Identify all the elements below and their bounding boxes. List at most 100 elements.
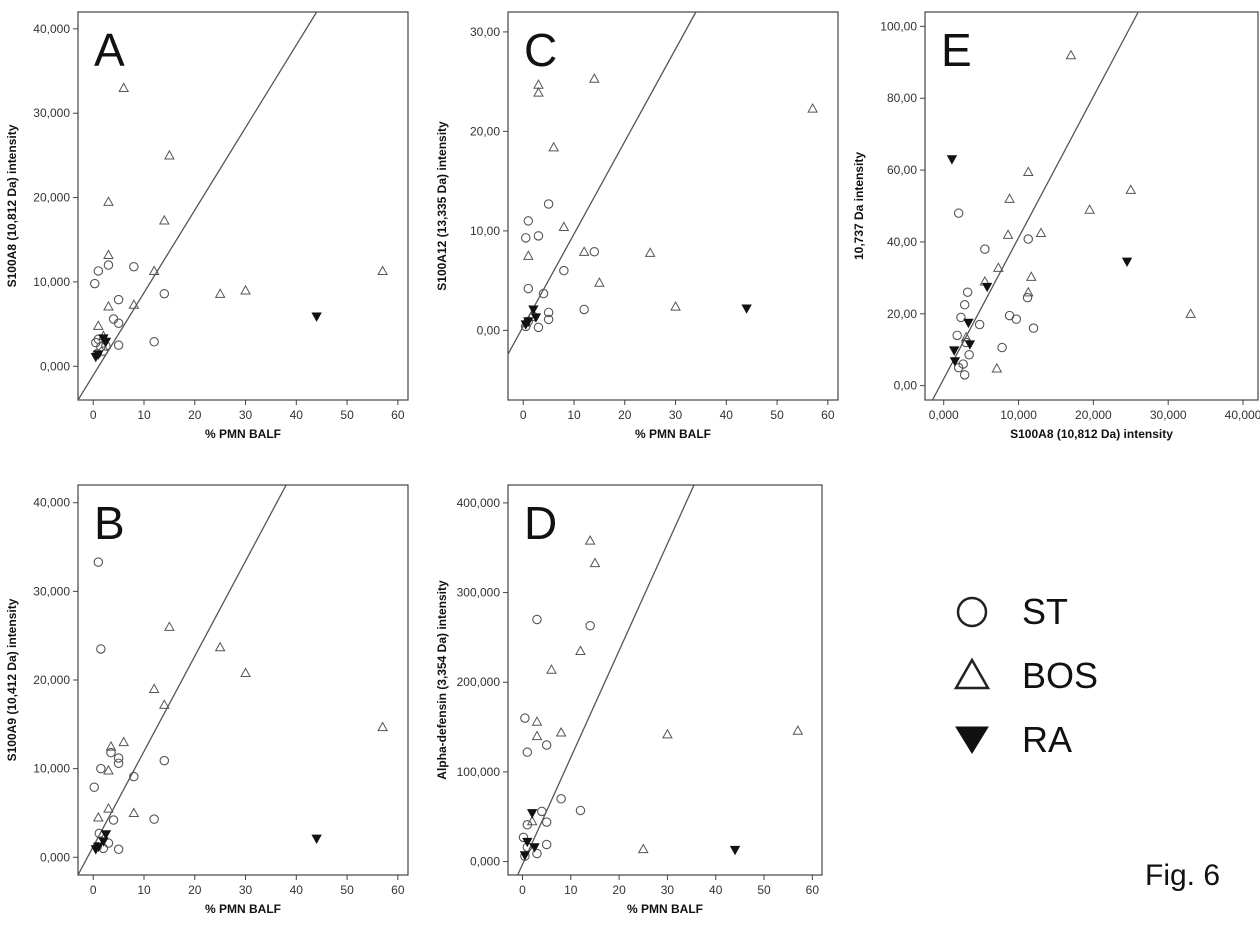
panel-d-y-axis-label: Alpha-defensin (3,354 Da) intensity (435, 580, 449, 780)
panel-e-st-point (953, 362, 964, 373)
panel-a-st-point (159, 288, 170, 299)
panel-b-x-tick-label: 50 (340, 883, 354, 897)
panel-c-x-tick-label: 0 (520, 408, 527, 422)
panel-c-bos-point (578, 246, 590, 256)
legend-label-ra: RA (1022, 719, 1072, 760)
panel-e-bos-point (1025, 271, 1037, 281)
panel-d-ra-point (519, 851, 531, 861)
legend: ST BOS RA (953, 591, 1098, 760)
panel-a-x-tick-label: 40 (290, 408, 304, 422)
panel-d-bos-point (637, 843, 649, 854)
panel-c-bos-point (558, 221, 570, 231)
panel-d-st-point (537, 806, 547, 817)
panel-c-bos-point (533, 79, 544, 89)
panel-e-fit-line (931, 12, 1139, 400)
panel-c-y-tick-label: 30,00 (470, 25, 500, 39)
panel-a-ra-point (90, 352, 101, 363)
panel-b-frame (77, 484, 409, 876)
panel-b-x-tick-label: 30 (239, 883, 253, 897)
panel-a-x-tick-label: 50 (340, 408, 354, 422)
panel-e-y-axis-label: 10,737 Da intensity (852, 152, 866, 260)
panel-e-bos-point (1004, 193, 1015, 203)
panel-b-st-point (149, 814, 159, 824)
panel-e-bos-point (1022, 166, 1034, 176)
panel-c-y-tick-label: 10,00 (470, 224, 500, 238)
panel-e-ra-point (963, 318, 974, 329)
panel-e-ra-point (981, 282, 993, 293)
panel-d-bos-point (584, 535, 596, 545)
panel-c-st-point (521, 233, 531, 243)
panel-b-y-tick-label: 30,000 (33, 584, 70, 598)
panel-a-x-tick-label: 0 (90, 408, 97, 422)
panel-b-plot: 0 10 20 30 40 50 60 0,000 10,000 20,000 30,000 40,0… (5, 484, 409, 916)
panel-e-ra-point (946, 155, 958, 165)
panel-d-ra-point (529, 843, 540, 853)
panel-d: 0 10 20 30 40 50 60 0,000 100,000 200,000 300,000 4… (435, 484, 823, 916)
panel-b-bos-point (158, 699, 170, 709)
panel-e-letter: E (941, 24, 972, 76)
panel-d-st-point (541, 817, 552, 827)
panel-e-st-point (1023, 234, 1034, 244)
panel-b-st-point (96, 644, 106, 654)
panel-a-ra-point (100, 337, 112, 348)
panel-d-bos-point (792, 725, 804, 735)
panel-e-x-tick-label: 10,000 (1000, 408, 1037, 422)
panel-b-bos-point (240, 667, 251, 678)
panel-e-st-point (953, 208, 964, 218)
panel-a-bos-point (103, 196, 114, 206)
panel-b-x-tick-label: 40 (290, 883, 304, 897)
panel-a-st-point (149, 337, 159, 347)
panel-b-ra-point (311, 834, 322, 844)
panel-d-x-axis-label: % PMN BALF (627, 902, 703, 916)
panel-e-y-tick-label: 100,00 (880, 19, 917, 33)
panel-c-x-tick-label: 10 (567, 408, 581, 422)
panel-b-st-point (108, 815, 119, 825)
panel-d-st-point (575, 805, 586, 816)
panel-a-y-tick-label: 40,000 (33, 22, 70, 36)
panel-b-letter: B (94, 497, 125, 549)
panel-e-bos-point (991, 362, 1003, 373)
panel-e-ra-point (964, 340, 976, 350)
panel-c-st-point (589, 247, 600, 257)
panel-b-y-tick-label: 0,000 (40, 850, 70, 864)
panel-c-st-point (533, 322, 544, 333)
panel-b-ra-point (100, 830, 112, 840)
panel-a-bos-point (377, 265, 388, 276)
panel-e: 0,000 10,000 20,000 30,000 40,000 0,00 20,00 40… (852, 11, 1260, 441)
panel-d-bos-point (526, 815, 538, 826)
panel-d-st-point (585, 621, 595, 631)
panel-a-st-point (90, 278, 100, 289)
panel-b-y-tick-label: 40,000 (33, 496, 70, 510)
panel-c-x-tick-label: 50 (770, 408, 784, 422)
panel-e-y-tick-label: 40,00 (887, 235, 917, 249)
panel-b-st-point (113, 753, 124, 763)
panel-c-letter: C (524, 24, 557, 76)
panel-e-st-point (997, 342, 1007, 353)
panel-a-bos-point (158, 214, 170, 225)
panel-b-y-tick-label: 10,000 (33, 762, 70, 776)
panel-c-st-point (533, 231, 544, 241)
panel-a-plot: 0 10 20 30 40 50 60 0,000 10,000 20,000 30,000 40,0… (5, 11, 409, 441)
panel-b-ra-point (90, 845, 101, 855)
panel-c-x-axis-label: % PMN BALF (635, 427, 711, 441)
panel-a-st-point (113, 318, 124, 328)
panel-b-st-point (113, 844, 124, 855)
panel-e-ra-point (949, 357, 961, 367)
panel-c-bos-point (644, 247, 656, 257)
panel-d-x-tick-label: 40 (709, 883, 723, 897)
panel-a-x-tick-label: 60 (391, 408, 405, 422)
panel-b-x-tick-label: 0 (90, 883, 97, 897)
panel-e-x-tick-label: 0,000 (929, 408, 959, 422)
panel-e-y-tick-label: 60,00 (887, 163, 917, 177)
panel-e-st-point (974, 319, 985, 330)
panel-b-bos-point (103, 802, 114, 813)
panel-a-bos-point (103, 300, 114, 311)
panel-e-x-tick-label: 20,000 (1075, 408, 1112, 422)
legend-item-ra: RA (955, 719, 1072, 760)
panel-a-y-tick-label: 20,000 (33, 191, 70, 205)
panel-d-bos-point (531, 716, 543, 726)
panel-e-st-point (1011, 314, 1022, 324)
panel-d-x-tick-label: 50 (757, 883, 771, 897)
panel-b-bos-point (164, 621, 175, 631)
panel-d-ra-point (729, 845, 741, 856)
